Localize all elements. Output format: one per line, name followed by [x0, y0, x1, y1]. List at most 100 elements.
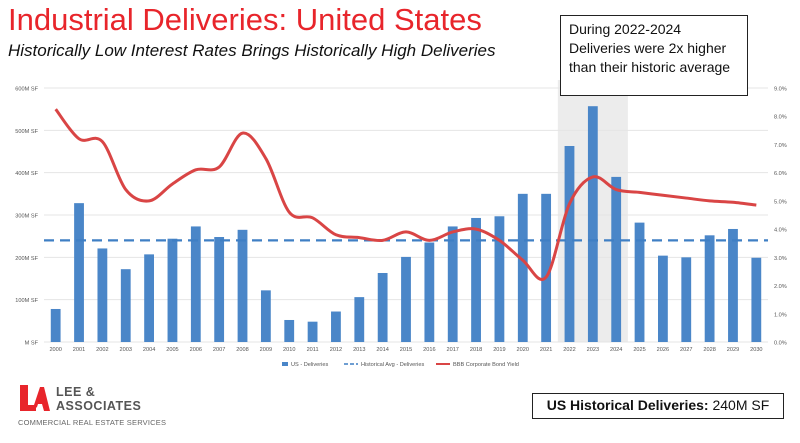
bar-2003 [120, 269, 131, 342]
bar-2028 [704, 235, 715, 342]
right-axis-tick-label: 7.0% [774, 143, 787, 149]
bar-2005 [167, 238, 178, 342]
left-axis-tick-label: M SF [25, 341, 39, 347]
bar-2023 [587, 106, 598, 342]
bar-2012 [331, 311, 341, 342]
x-axis-tick-label: 2022 [563, 347, 575, 353]
bar-2001 [74, 203, 84, 342]
left-axis-tick-label: 200M SF [15, 256, 38, 262]
x-axis-tick-label: 2018 [470, 347, 482, 353]
bbb-yield-line [54, 108, 757, 281]
x-axis-tick-label: 2017 [446, 347, 458, 353]
bar-2017 [447, 226, 458, 342]
x-axis-tick-label: 2030 [750, 347, 762, 353]
x-axis-tick-label: 2009 [260, 347, 272, 353]
x-axis-tick-label: 2025 [633, 347, 645, 353]
historical-deliveries-box: US Historical Deliveries: 240M SF [532, 393, 784, 419]
right-axis-tick-label: 5.0% [774, 199, 787, 205]
x-axis-tick-label: 2001 [73, 347, 85, 353]
right-axis-tick-label: 0.0% [774, 341, 787, 347]
x-axis-tick-label: 2020 [517, 347, 529, 353]
x-axis-tick-label: 2019 [493, 347, 505, 353]
bar-2010 [284, 319, 295, 342]
bar-2026 [657, 255, 668, 342]
right-axis-tick-label: 4.0% [774, 228, 787, 234]
x-axis-tick-label: 2029 [727, 347, 739, 353]
lee-associates-logo: LEE & ASSOCIATES COMMERCIAL REAL ESTATE … [18, 381, 168, 433]
right-axis-tick-label: 6.0% [774, 171, 787, 177]
bar-2024 [611, 176, 622, 342]
callout-box: During 2022-2024 Deliveries were 2x high… [560, 15, 748, 96]
x-axis-tick-label: 2006 [190, 347, 202, 353]
x-axis-tick-label: 2003 [120, 347, 132, 353]
legend-label: US - Deliveries [291, 362, 329, 368]
bar-2016 [424, 242, 435, 342]
historical-deliveries-value: 240M SF [712, 397, 770, 413]
bar-2025 [634, 222, 645, 342]
left-axis-tick-label: 100M SF [15, 298, 38, 304]
x-axis-tick-label: 2021 [540, 347, 552, 353]
x-axis-tick-label: 2014 [376, 347, 388, 353]
bar-2007 [214, 237, 225, 342]
x-axis-tick-label: 2005 [166, 347, 178, 353]
right-axis-tick-label: 2.0% [774, 284, 787, 290]
x-axis-tick-label: 2008 [236, 347, 248, 353]
x-axis-tick-label: 2016 [423, 347, 435, 353]
x-axis-tick-label: 2011 [307, 347, 319, 353]
x-axis-tick-label: 2004 [143, 347, 155, 353]
legend-label: BBB Corporate Bond Yield [453, 362, 519, 368]
x-axis-tick-label: 2028 [703, 347, 715, 353]
bar-2013 [354, 297, 365, 342]
bar-2011 [307, 321, 318, 342]
bar-2002 [97, 248, 108, 342]
left-axis-tick-label: 300M SF [15, 214, 38, 220]
bar-2027 [681, 257, 692, 342]
bar-2000 [50, 308, 61, 342]
bar-2004 [144, 254, 155, 342]
left-axis: M SF 100M SF 200M SF 300M SF 400M SF 500M SF 6… [15, 87, 38, 347]
bar-2021 [541, 193, 552, 342]
chart-title: Industrial Deliveries: United States [8, 2, 482, 37]
x-axis-tick-label: 2024 [610, 347, 622, 353]
x-axis-tick-label: 2026 [657, 347, 669, 353]
bar-2008 [237, 229, 248, 342]
brand-name: LEE & ASSOCIATES [56, 385, 142, 413]
right-axis-tick-label: 9.0% [774, 87, 787, 93]
x-axis-tick-label: 2023 [587, 347, 599, 353]
bar-2014 [377, 272, 388, 342]
bar-2019 [494, 216, 505, 342]
right-axis-tick-label: 1.0% [774, 312, 787, 318]
bar-2022 [564, 145, 575, 342]
la-logo-icon [20, 385, 50, 411]
x-axis-tick-label: 2010 [283, 347, 295, 353]
legend-symbol-bars [282, 362, 288, 366]
x-axis-tick-label: 2012 [330, 347, 342, 353]
x-axis-tick-label: 2000 [49, 347, 61, 353]
legend-label: Historical Avg - Deliveries [361, 362, 425, 368]
x-axis-tick-label: 2015 [400, 347, 412, 353]
bar-2006 [190, 226, 201, 342]
bars-series [50, 106, 762, 342]
brand-tagline: COMMERCIAL REAL ESTATE SERVICES [18, 418, 167, 427]
x-axis: 2000 2001 2002 2003 2004 2005 2006 2007 2008 2009… [49, 347, 762, 353]
left-axis-tick-label: 500M SF [15, 129, 38, 135]
left-axis-tick-label: 600M SF [15, 87, 38, 93]
bar-2020 [517, 193, 528, 342]
right-axis: 0.0% 1.0% 2.0% 3.0% 4.0% 5.0% 6.0% 7.0% 8.0% 9.0% [774, 87, 787, 347]
right-axis-tick-label: 8.0% [774, 115, 787, 121]
bar-2030 [751, 257, 762, 342]
right-axis-tick-label: 3.0% [774, 256, 787, 262]
chart-subtitle: Historically Low Interest Rates Brings H… [8, 41, 496, 60]
x-axis-tick-label: 2013 [353, 347, 365, 353]
bar-2009 [260, 290, 271, 342]
x-axis-tick-label: 2002 [96, 347, 108, 353]
left-axis-tick-label: 400M SF [15, 171, 38, 177]
yield-line-series [54, 108, 757, 281]
legend: US - Deliveries Historical Avg - Deliveri… [282, 362, 519, 368]
x-axis-tick-label: 2007 [213, 347, 225, 353]
bar-2018 [471, 217, 481, 342]
bar-2015 [401, 256, 411, 342]
bar-2029 [728, 228, 738, 342]
historical-deliveries-label: US Historical Deliveries: [546, 397, 709, 413]
deliveries-chart: M SF 100M SF 200M SF 300M SF 400M SF 500M SF 6… [15, 80, 787, 368]
